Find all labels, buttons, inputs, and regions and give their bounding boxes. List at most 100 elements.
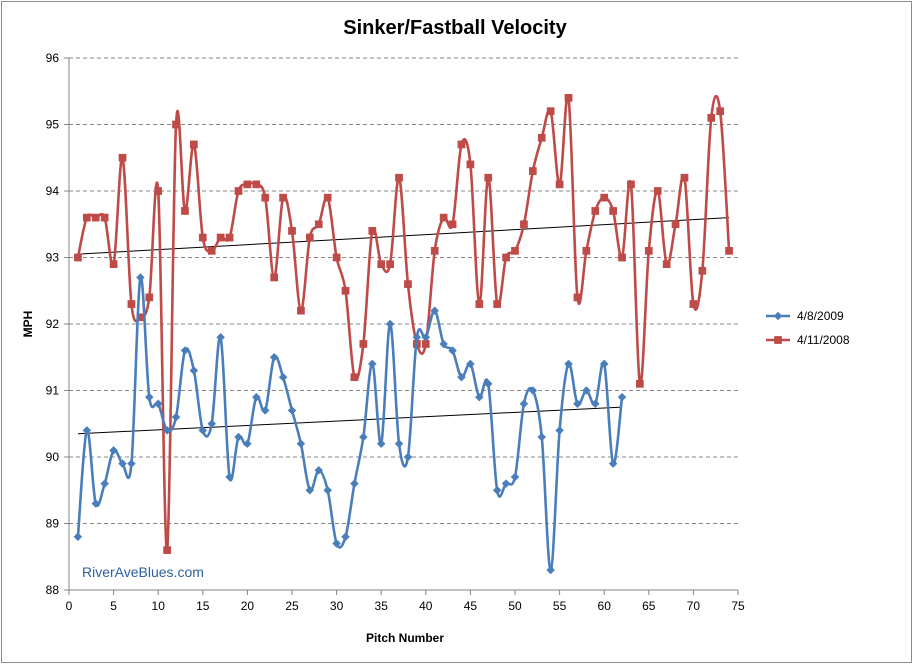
data-point-4-11-2008 <box>484 173 493 182</box>
x-tick-label: 35 <box>375 599 389 613</box>
data-point-4-8-2009 <box>582 386 591 395</box>
x-tick-label: 65 <box>642 599 656 613</box>
data-point-4-8-2009 <box>216 332 225 342</box>
data-point-4-8-2009 <box>153 399 163 409</box>
data-point-4-11-2008 <box>439 213 448 222</box>
data-point-4-11-2008 <box>395 173 403 182</box>
data-point-4-11-2008 <box>618 253 626 262</box>
data-point-4-11-2008 <box>243 180 252 189</box>
data-point-4-8-2009 <box>528 386 538 395</box>
y-tick-label: 96 <box>46 51 60 65</box>
data-point-4-8-2009 <box>590 399 600 409</box>
data-point-4-8-2009 <box>564 359 573 369</box>
data-point-4-11-2008 <box>671 220 680 229</box>
x-tick-label: 0 <box>66 599 73 613</box>
data-point-4-8-2009 <box>171 412 181 422</box>
data-point-4-8-2009 <box>100 479 110 488</box>
data-point-4-11-2008 <box>725 247 733 255</box>
x-tick-label: 70 <box>687 599 701 613</box>
x-tick-label: 5 <box>110 599 117 613</box>
data-point-4-11-2008 <box>74 253 82 262</box>
data-point-4-8-2009 <box>278 372 288 382</box>
data-point-4-8-2009 <box>350 479 359 488</box>
series-4-8-2009 <box>73 273 627 575</box>
data-point-4-8-2009 <box>483 379 493 389</box>
data-point-4-8-2009 <box>385 319 395 329</box>
data-point-4-11-2008 <box>207 247 216 255</box>
data-point-4-11-2008 <box>537 133 546 142</box>
data-point-4-11-2008 <box>270 273 279 282</box>
data-point-4-11-2008 <box>323 193 332 202</box>
data-point-4-11-2008 <box>172 120 180 129</box>
data-point-4-11-2008 <box>475 300 484 308</box>
data-point-4-11-2008 <box>279 193 287 202</box>
data-point-4-8-2009 <box>118 459 127 469</box>
x-tick-label: 40 <box>419 599 433 613</box>
data-point-4-11-2008 <box>582 247 591 255</box>
data-point-4-8-2009 <box>510 472 520 482</box>
data-point-4-8-2009 <box>617 392 627 402</box>
data-point-4-11-2008 <box>636 380 644 388</box>
data-point-4-11-2008 <box>377 260 386 268</box>
data-point-4-11-2008 <box>145 293 154 302</box>
y-tick-label: 89 <box>46 517 60 531</box>
x-tick-label: 10 <box>152 599 166 613</box>
data-point-4-8-2009 <box>573 399 582 409</box>
data-point-4-11-2008 <box>457 140 466 149</box>
data-point-4-11-2008 <box>350 373 359 382</box>
data-point-4-8-2009 <box>546 565 556 575</box>
series-line-4-11-2008 <box>76 94 731 552</box>
x-tick-label: 45 <box>464 599 478 613</box>
y-tick-label: 88 <box>46 583 60 597</box>
legend: 4/8/2009 4/11/2008 <box>766 309 850 347</box>
legend-label-4-8-2009: 4/8/2009 <box>797 309 844 323</box>
data-point-4-8-2009 <box>287 406 297 415</box>
data-point-4-11-2008 <box>430 247 439 255</box>
data-point-4-11-2008 <box>261 193 270 202</box>
x-tick-label: 50 <box>508 599 522 613</box>
data-point-4-8-2009 <box>474 392 484 402</box>
data-point-4-8-2009 <box>91 499 101 508</box>
data-point-4-11-2008 <box>502 253 510 262</box>
data-point-4-8-2009 <box>82 426 92 435</box>
data-point-4-11-2008 <box>109 260 118 268</box>
x-tick-label: 15 <box>196 599 210 613</box>
data-point-4-8-2009 <box>296 439 306 449</box>
legend-entry-4-8-2009: 4/8/2009 <box>766 309 844 323</box>
series-line-4-8-2009 <box>76 275 624 572</box>
legend-marker-4-8-2009 <box>773 311 783 321</box>
data-point-4-8-2009 <box>136 273 145 282</box>
data-point-4-11-2008 <box>314 220 323 229</box>
data-point-4-11-2008 <box>305 233 314 242</box>
data-point-4-8-2009 <box>466 359 475 369</box>
data-point-4-8-2009 <box>127 459 136 469</box>
data-point-4-8-2009 <box>332 539 341 548</box>
legend-marker-4-11-2008 <box>774 336 782 344</box>
data-point-4-8-2009 <box>73 532 83 542</box>
data-point-4-8-2009 <box>207 419 217 429</box>
x-tick-label: 30 <box>330 599 344 613</box>
data-point-4-11-2008 <box>332 253 341 262</box>
data-point-4-11-2008 <box>591 207 600 215</box>
data-point-4-11-2008 <box>234 187 243 195</box>
data-point-4-8-2009 <box>144 392 154 402</box>
x-tick-label: 55 <box>553 599 567 613</box>
data-point-4-8-2009 <box>555 426 564 435</box>
y-tick-label: 92 <box>46 317 60 331</box>
trendlines <box>77 217 730 435</box>
data-point-4-11-2008 <box>448 220 457 229</box>
data-point-4-11-2008 <box>91 213 100 222</box>
x-tick-label: 60 <box>598 599 612 613</box>
data-point-4-11-2008 <box>555 180 564 189</box>
data-point-4-11-2008 <box>689 300 698 308</box>
y-tick-label: 94 <box>46 184 60 198</box>
data-point-4-8-2009 <box>537 432 547 442</box>
data-point-4-11-2008 <box>528 167 537 175</box>
legend-entry-4-11-2008: 4/11/2008 <box>766 333 850 347</box>
data-point-4-8-2009 <box>269 352 279 362</box>
data-point-4-11-2008 <box>297 306 305 315</box>
data-point-4-11-2008 <box>163 546 171 554</box>
y-tick-label: 95 <box>46 118 60 132</box>
